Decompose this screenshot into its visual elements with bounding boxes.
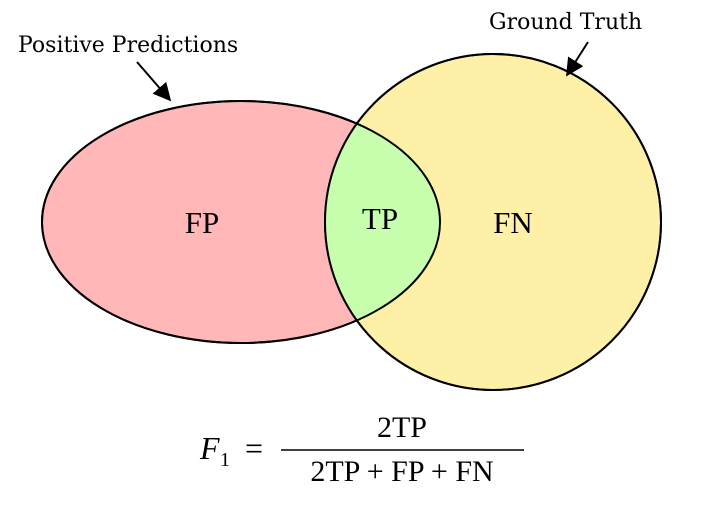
ground-truth-label: Ground Truth xyxy=(489,10,642,35)
positive-predictions-outline xyxy=(41,100,441,344)
formula-numerator: 2TP xyxy=(377,411,427,444)
fn-label: FN xyxy=(493,205,533,240)
formula-denominator: 2TP + FP + FN xyxy=(310,455,493,488)
formula-subscript: 1 xyxy=(220,449,230,471)
positive-predictions-arrow xyxy=(136,61,172,102)
ground-truth-outline xyxy=(324,53,662,391)
fp-label: FP xyxy=(185,205,219,240)
formula-f-symbol: F xyxy=(199,430,220,466)
ground-truth-arrow xyxy=(566,41,589,77)
tp-label: TP xyxy=(362,201,398,236)
f1-formula: F 1 = 2TP 2TP + FP + FN xyxy=(199,411,524,488)
positive-predictions-label: Positive Predictions xyxy=(18,33,238,58)
formula-equals: = xyxy=(245,430,263,466)
